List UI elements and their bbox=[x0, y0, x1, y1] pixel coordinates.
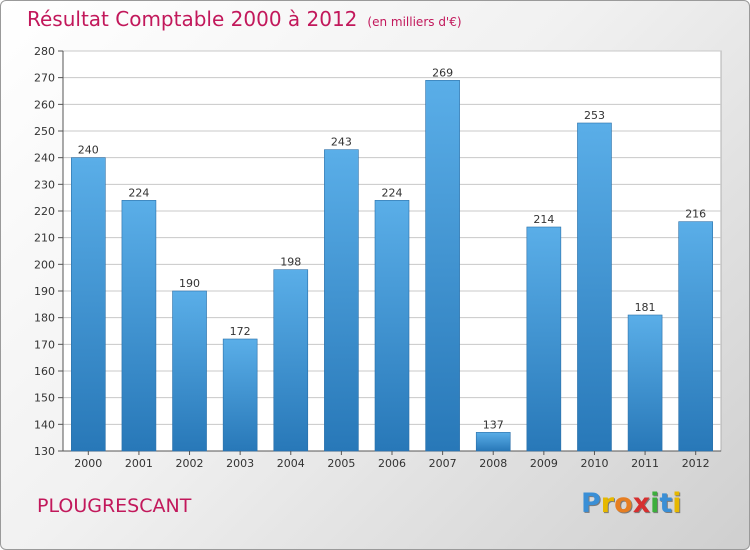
bar-2002 bbox=[172, 290, 207, 452]
bar-2005 bbox=[324, 149, 359, 452]
y-tick-label-210: 210 bbox=[34, 232, 55, 245]
logo-letter-5: t bbox=[659, 488, 673, 519]
y-tick-label-240: 240 bbox=[34, 152, 55, 165]
bar-2000 bbox=[71, 157, 106, 452]
bar-2001 bbox=[121, 200, 157, 452]
x-tick-label-2011: 2011 bbox=[631, 457, 659, 470]
x-tick-label-2009: 2009 bbox=[530, 457, 558, 470]
value-label-2011: 181 bbox=[635, 301, 656, 314]
logo-letter-2: o bbox=[614, 488, 633, 519]
y-tick-label-260: 260 bbox=[34, 98, 55, 111]
logo-letter-3: x bbox=[632, 488, 651, 519]
proxiti-logo: Proxiti bbox=[581, 488, 682, 519]
x-tick-label-2002: 2002 bbox=[176, 457, 204, 470]
x-tick-label-2012: 2012 bbox=[682, 457, 710, 470]
bar-2009 bbox=[526, 226, 562, 452]
x-tick-label-2000: 2000 bbox=[74, 457, 102, 470]
x-tick-label-2006: 2006 bbox=[378, 457, 406, 470]
value-label-2001: 224 bbox=[128, 186, 149, 199]
y-tick-label-170: 170 bbox=[34, 338, 55, 351]
bar-2012 bbox=[678, 221, 713, 452]
bar-2004 bbox=[273, 269, 309, 452]
y-tick-label-190: 190 bbox=[34, 285, 55, 298]
bar-2003 bbox=[222, 338, 258, 452]
value-label-2008: 137 bbox=[483, 418, 504, 431]
x-tick-label-2010: 2010 bbox=[580, 457, 608, 470]
value-label-2000: 240 bbox=[78, 144, 99, 157]
y-tick-label-180: 180 bbox=[34, 312, 55, 325]
x-tick-label-2003: 2003 bbox=[226, 457, 254, 470]
value-label-2009: 214 bbox=[533, 213, 554, 226]
place-name: PLOUGRESCANT bbox=[37, 495, 192, 517]
value-label-2004: 198 bbox=[280, 256, 301, 269]
bar-2011 bbox=[627, 314, 663, 452]
y-tick-label-230: 230 bbox=[34, 178, 55, 191]
bar-2010 bbox=[577, 122, 612, 452]
y-tick-label-220: 220 bbox=[34, 205, 55, 218]
y-tick-label-250: 250 bbox=[34, 125, 55, 138]
y-tick-label-270: 270 bbox=[34, 72, 55, 85]
chart-subtitle: (en milliers d'€) bbox=[367, 15, 462, 29]
logo-letter-4: i bbox=[650, 488, 660, 519]
x-tick-label-2001: 2001 bbox=[125, 457, 153, 470]
y-tick-label-200: 200 bbox=[34, 258, 55, 271]
value-label-2012: 216 bbox=[685, 208, 706, 221]
x-tick-label-2008: 2008 bbox=[479, 457, 507, 470]
chart-title-text: Résultat Comptable 2000 à 2012 bbox=[27, 7, 358, 31]
value-label-2007: 269 bbox=[432, 66, 453, 79]
x-tick-label-2007: 2007 bbox=[429, 457, 457, 470]
value-label-2010: 253 bbox=[584, 109, 605, 122]
logo-letter-0: P bbox=[581, 488, 601, 519]
logo-letter-1: r bbox=[600, 488, 615, 519]
y-tick-label-130: 130 bbox=[34, 445, 55, 458]
value-label-2005: 243 bbox=[331, 136, 352, 149]
x-tick-label-2004: 2004 bbox=[277, 457, 305, 470]
y-tick-label-280: 280 bbox=[34, 45, 55, 58]
value-label-2003: 172 bbox=[230, 325, 251, 338]
y-tick-label-140: 140 bbox=[34, 418, 55, 431]
x-tick-label-2005: 2005 bbox=[327, 457, 355, 470]
y-tick-label-160: 160 bbox=[34, 365, 55, 378]
bar-2006 bbox=[374, 200, 410, 452]
bar-2008 bbox=[475, 432, 511, 452]
chart-title: Résultat Comptable 2000 à 2012 (en millie… bbox=[27, 7, 462, 31]
y-tick-label-150: 150 bbox=[34, 392, 55, 405]
value-label-2006: 224 bbox=[382, 186, 403, 199]
value-label-2002: 190 bbox=[179, 277, 200, 290]
bar-2007 bbox=[425, 80, 460, 452]
logo-letter-6: i bbox=[672, 488, 682, 519]
